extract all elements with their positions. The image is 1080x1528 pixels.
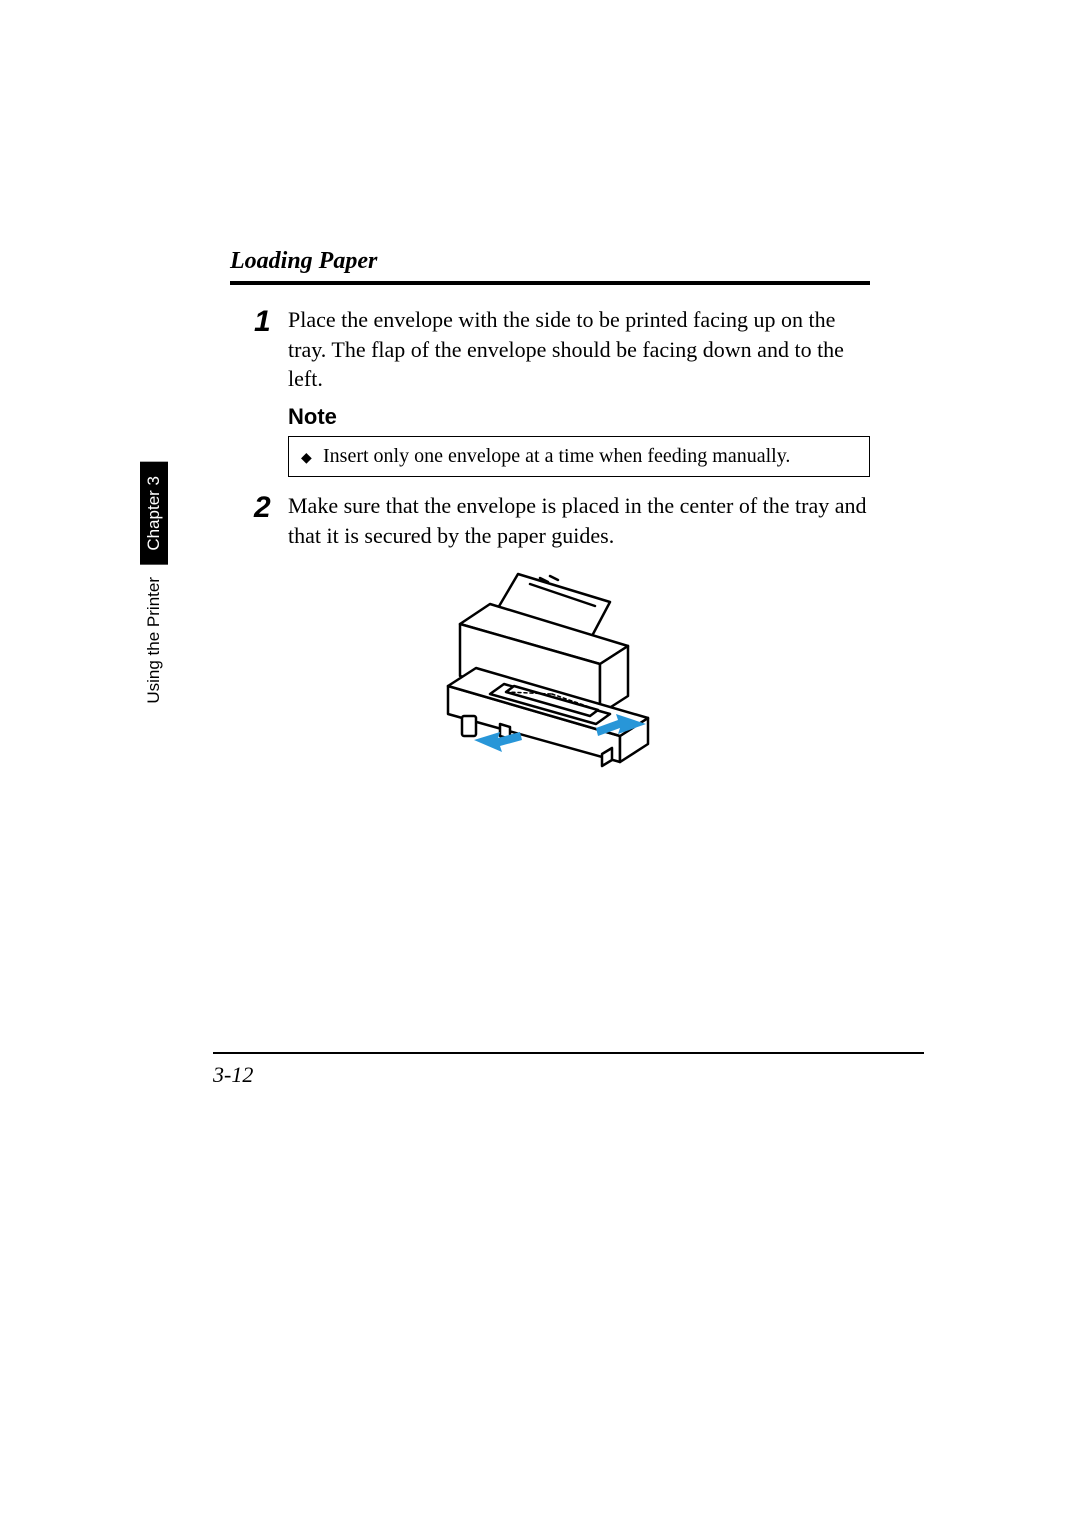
chapter-title-tab: Using the Printer [140,565,168,716]
page-footer: 3-12 [213,1052,924,1088]
step-number: 2 [254,491,288,523]
header-rule [230,281,870,285]
printer-illustration [400,564,700,784]
chapter-tab: Chapter 3 [140,462,168,565]
side-tab: Chapter 3 Using the Printer [140,462,170,715]
section-title: Loading Paper [230,248,870,275]
page-number: 3-12 [213,1062,924,1088]
step-1: 1 Place the envelope with the side to be… [254,305,870,394]
step-2: 2 Make sure that the envelope is placed … [254,491,870,550]
note-bullet-icon: ◆ [301,445,323,467]
step-number: 1 [254,305,288,337]
step-text: Place the envelope with the side to be p… [288,305,870,394]
note-label: Note [288,404,870,430]
footer-rule [213,1052,924,1054]
step-text: Make sure that the envelope is placed in… [288,491,870,550]
note-box: ◆ Insert only one envelope at a time whe… [288,436,870,477]
note-text: Insert only one envelope at a time when … [323,445,790,468]
